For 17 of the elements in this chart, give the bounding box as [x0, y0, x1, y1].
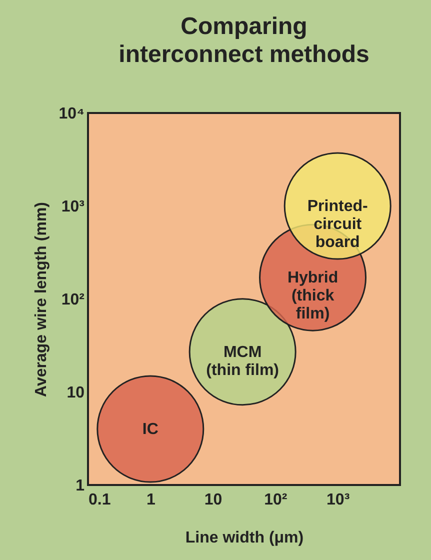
y-tick-label: 10	[66, 384, 85, 402]
x-tick-label: 10	[204, 492, 222, 508]
series-label: Printed- circuit board	[307, 198, 368, 251]
y-tick-label: 10²	[61, 292, 84, 308]
series-label: IC	[142, 421, 159, 438]
y-axis-title: Average wire length (mm)	[32, 202, 50, 398]
series-label: MCM (thin film)	[206, 344, 280, 379]
series-label: Hybrid (thick film)	[287, 270, 338, 323]
x-tick-label: 1	[146, 492, 156, 508]
x-tick-label: 10²	[264, 492, 288, 508]
x-axis-title: Line width (μm)	[185, 530, 304, 546]
chart-title: Comparing interconnect methods	[118, 13, 370, 68]
y-tick-label: 10⁴	[58, 106, 85, 122]
x-tick-label: 0.1	[88, 492, 111, 508]
y-tick-label: 10³	[61, 198, 84, 216]
y-tick-label: 1	[76, 478, 85, 494]
x-tick-label: 10³	[326, 492, 350, 508]
